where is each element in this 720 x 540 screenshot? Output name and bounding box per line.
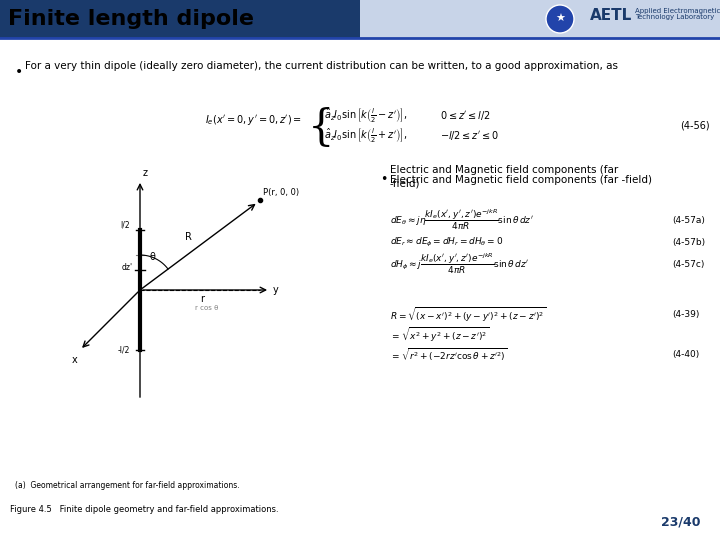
Text: (4-57b): (4-57b) [672, 238, 705, 246]
Text: θ: θ [150, 252, 156, 262]
Text: r: r [200, 294, 204, 304]
Text: P(r, 0, 0): P(r, 0, 0) [263, 188, 299, 197]
Text: (4-39): (4-39) [672, 310, 699, 320]
Text: $= \sqrt{x^2 + y^2 + (z-z')^2}$: $= \sqrt{x^2 + y^2 + (z-z')^2}$ [390, 325, 489, 345]
Text: Applied Electromagnetic: Applied Electromagnetic [635, 8, 720, 14]
Text: $= \sqrt{r^2 + (-2rz'\cos\theta + z'^2)}$: $= \sqrt{r^2 + (-2rz'\cos\theta + z'^2)}… [390, 346, 508, 364]
Text: Technology Laboratory: Technology Laboratory [635, 14, 714, 20]
Text: (a)  Geometrical arrangement for far-field approximations.: (a) Geometrical arrangement for far-fiel… [15, 481, 240, 489]
Text: $dE_\theta \approx j\eta \dfrac{k I_e(x',y',z') e^{-jkR}}{4\pi R} \sin\theta \, : $dE_\theta \approx j\eta \dfrac{k I_e(x'… [390, 208, 534, 232]
Text: ★: ★ [555, 14, 565, 24]
Text: $0 \leq z' \leq l/2$: $0 \leq z' \leq l/2$ [440, 110, 491, 123]
Text: $I_e(x' = 0, y' = 0, z') =$: $I_e(x' = 0, y' = 0, z') =$ [205, 113, 302, 127]
Bar [0, 0, 360, 38]
Text: $dH_\phi \approx j \dfrac{k I_e(x',y',z') e^{-jkR}}{4\pi R} \sin\theta \, dz'$: $dH_\phi \approx j \dfrac{k I_e(x',y',z'… [390, 252, 529, 276]
Circle shape [546, 5, 574, 33]
Text: $dE_r \approx dE_\phi = dH_r = dH_\theta = 0$: $dE_r \approx dE_\phi = dH_r = dH_\theta… [390, 235, 503, 248]
Text: Finite length dipole: Finite length dipole [8, 9, 254, 29]
Text: •: • [15, 65, 23, 79]
Text: x: x [72, 355, 78, 365]
Text: (4-57c): (4-57c) [672, 260, 704, 268]
Text: AETL: AETL [590, 8, 632, 23]
Text: (4-56): (4-56) [680, 121, 710, 131]
Text: (4-57a): (4-57a) [672, 215, 705, 225]
Text: -l/2: -l/2 [118, 346, 130, 354]
Text: l/2: l/2 [120, 220, 130, 230]
Text: $-l/2 \leq z' \leq 0$: $-l/2 \leq z' \leq 0$ [440, 130, 499, 143]
Text: •: • [380, 173, 387, 186]
Text: y: y [273, 285, 279, 295]
Text: (4-40): (4-40) [672, 350, 699, 360]
Text: $\hat{a}_z I_0 \sin\left[k\left(\frac{l}{2} + z'\right)\right],$: $\hat{a}_z I_0 \sin\left[k\left(\frac{l}… [324, 127, 408, 145]
Text: $\hat{a}_z I_0 \sin\left[k\left(\frac{l}{2} - z'\right)\right],$: $\hat{a}_z I_0 \sin\left[k\left(\frac{l}… [324, 107, 408, 125]
Bar [360, 0, 720, 38]
Text: $R = \sqrt{(x-x')^2 + (y-y')^2 + (z-z')^2}$: $R = \sqrt{(x-x')^2 + (y-y')^2 + (z-z')^… [390, 305, 546, 325]
Text: r cos θ: r cos θ [195, 305, 218, 311]
Text: For a very thin dipole (ideally zero diameter), the current distribution can be : For a very thin dipole (ideally zero dia… [25, 61, 618, 71]
Text: {: { [308, 107, 335, 149]
Text: Figure 4.5   Finite dipole geometry and far-field approximations.: Figure 4.5 Finite dipole geometry and fa… [10, 505, 279, 515]
Text: R: R [185, 232, 192, 242]
Text: -field): -field) [390, 179, 420, 189]
Text: Electric and Magnetic field components (far: Electric and Magnetic field components (… [390, 165, 618, 175]
Text: 23/40: 23/40 [660, 516, 700, 529]
Text: z: z [143, 168, 148, 178]
Text: dz': dz' [122, 263, 133, 272]
Text: Electric and Magnetic field components (far -field): Electric and Magnetic field components (… [390, 175, 652, 185]
